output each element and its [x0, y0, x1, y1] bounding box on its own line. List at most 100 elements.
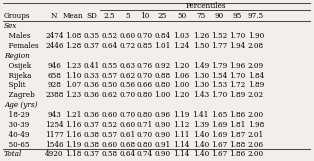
Text: 0.61: 0.61	[120, 131, 136, 139]
Text: 0.71: 0.71	[136, 121, 153, 129]
Text: 2.06: 2.06	[248, 141, 264, 149]
Text: 1177: 1177	[45, 131, 64, 139]
Text: 0.70: 0.70	[137, 72, 153, 80]
Text: 0.38: 0.38	[83, 131, 99, 139]
Text: 1.12: 1.12	[173, 121, 190, 129]
Text: 0.37: 0.37	[83, 121, 99, 129]
Text: 0.70: 0.70	[137, 32, 153, 40]
Text: 1.16: 1.16	[65, 131, 82, 139]
Text: 1.81: 1.81	[229, 121, 245, 129]
Text: 1.08: 1.08	[65, 32, 81, 40]
Text: 18-29: 18-29	[4, 111, 30, 119]
Text: 1546: 1546	[45, 141, 63, 149]
Text: 0.57: 0.57	[101, 72, 117, 80]
Text: 1.86: 1.86	[229, 151, 245, 158]
Text: 928: 928	[47, 81, 61, 89]
Text: 0.58: 0.58	[101, 151, 117, 158]
Text: 0.70: 0.70	[137, 131, 153, 139]
Text: 0.52: 0.52	[101, 121, 117, 129]
Text: 1.40: 1.40	[192, 151, 209, 158]
Text: 1.00: 1.00	[174, 81, 190, 89]
Text: 0.72: 0.72	[120, 42, 136, 50]
Text: 0.85: 0.85	[137, 42, 153, 50]
Text: 2388: 2388	[45, 91, 63, 99]
Text: 0.92: 0.92	[154, 62, 171, 70]
Text: 30-39: 30-39	[4, 121, 29, 129]
Text: 1.88: 1.88	[229, 141, 245, 149]
Text: 0.35: 0.35	[83, 32, 99, 40]
Text: 1.14: 1.14	[173, 151, 190, 158]
Text: 0.56: 0.56	[120, 81, 136, 89]
Text: 1.69: 1.69	[211, 121, 227, 129]
Text: 1.40: 1.40	[192, 131, 209, 139]
Text: 0.91: 0.91	[154, 141, 171, 149]
Text: 1.96: 1.96	[229, 62, 245, 70]
Text: 0.38: 0.38	[83, 141, 99, 149]
Text: 1.67: 1.67	[211, 151, 227, 158]
Text: 0.80: 0.80	[137, 91, 153, 99]
Text: Mean: Mean	[63, 12, 84, 20]
Text: 0.90: 0.90	[154, 131, 171, 139]
Text: 0.70: 0.70	[120, 111, 136, 119]
Text: 2.00: 2.00	[248, 111, 264, 119]
Text: 1.43: 1.43	[192, 91, 209, 99]
Text: 0.96: 0.96	[154, 111, 171, 119]
Text: 0.50: 0.50	[101, 81, 117, 89]
Text: 0.80: 0.80	[137, 141, 153, 149]
Text: 1.70: 1.70	[229, 72, 245, 80]
Text: 2.01: 2.01	[248, 131, 264, 139]
Text: 2474: 2474	[45, 32, 63, 40]
Text: Split: Split	[4, 81, 26, 89]
Text: 1.03: 1.03	[174, 32, 190, 40]
Text: 0.60: 0.60	[120, 121, 136, 129]
Text: 2.09: 2.09	[248, 62, 264, 70]
Text: 1.69: 1.69	[211, 131, 227, 139]
Text: 0.68: 0.68	[120, 141, 136, 149]
Text: 1.24: 1.24	[174, 42, 190, 50]
Text: 0.60: 0.60	[101, 141, 117, 149]
Text: 50: 50	[177, 12, 186, 20]
Text: 75: 75	[196, 12, 205, 20]
Text: 1.16: 1.16	[65, 121, 82, 129]
Text: 1.28: 1.28	[65, 42, 81, 50]
Text: 0.60: 0.60	[101, 111, 117, 119]
Text: 1.23: 1.23	[65, 62, 81, 70]
Text: 1.49: 1.49	[192, 62, 209, 70]
Text: 90: 90	[214, 12, 224, 20]
Text: Groups: Groups	[4, 12, 30, 20]
Text: 1.06: 1.06	[174, 72, 190, 80]
Text: 2446: 2446	[45, 42, 63, 50]
Text: 0.90: 0.90	[154, 151, 171, 158]
Text: 1.90: 1.90	[248, 32, 264, 40]
Text: 1.70: 1.70	[229, 32, 245, 40]
Text: 0.76: 0.76	[137, 62, 153, 70]
Text: Percentiles: Percentiles	[185, 2, 225, 9]
Text: Rijeka: Rijeka	[4, 72, 31, 80]
Text: 943: 943	[47, 111, 61, 119]
Text: 1.14: 1.14	[173, 141, 190, 149]
Text: 1.89: 1.89	[229, 91, 245, 99]
Text: Females: Females	[4, 42, 39, 50]
Text: 1.01: 1.01	[154, 42, 171, 50]
Text: Total: Total	[4, 151, 22, 158]
Text: 1.20: 1.20	[174, 62, 190, 70]
Text: 1.94: 1.94	[229, 42, 245, 50]
Text: 1.86: 1.86	[229, 111, 245, 119]
Text: 1.89: 1.89	[248, 81, 264, 89]
Text: 0.52: 0.52	[101, 32, 117, 40]
Text: 5: 5	[125, 12, 130, 20]
Text: 1.26: 1.26	[192, 32, 209, 40]
Text: 1.52: 1.52	[211, 32, 227, 40]
Text: 0.70: 0.70	[120, 91, 136, 99]
Text: 97.5: 97.5	[248, 12, 264, 20]
Text: 25: 25	[158, 12, 167, 20]
Text: 0.62: 0.62	[120, 72, 136, 80]
Text: 1.00: 1.00	[154, 91, 171, 99]
Text: 40-49: 40-49	[4, 131, 30, 139]
Text: 1.40: 1.40	[192, 141, 209, 149]
Text: 1.23: 1.23	[65, 91, 81, 99]
Text: 0.33: 0.33	[83, 72, 99, 80]
Text: 0.74: 0.74	[137, 151, 153, 158]
Text: 1.54: 1.54	[211, 72, 227, 80]
Text: Osijek: Osijek	[4, 62, 31, 70]
